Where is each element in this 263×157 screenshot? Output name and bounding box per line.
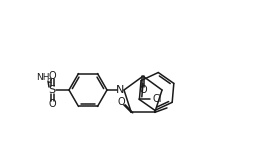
Text: O: O xyxy=(48,99,56,109)
Text: NH: NH xyxy=(36,73,50,81)
Text: Cl: Cl xyxy=(152,95,162,104)
Text: O: O xyxy=(118,97,125,107)
Text: O: O xyxy=(48,71,56,81)
Text: 2: 2 xyxy=(48,78,52,84)
Text: N: N xyxy=(116,85,124,95)
Text: O: O xyxy=(139,85,147,95)
Text: S: S xyxy=(48,85,55,95)
